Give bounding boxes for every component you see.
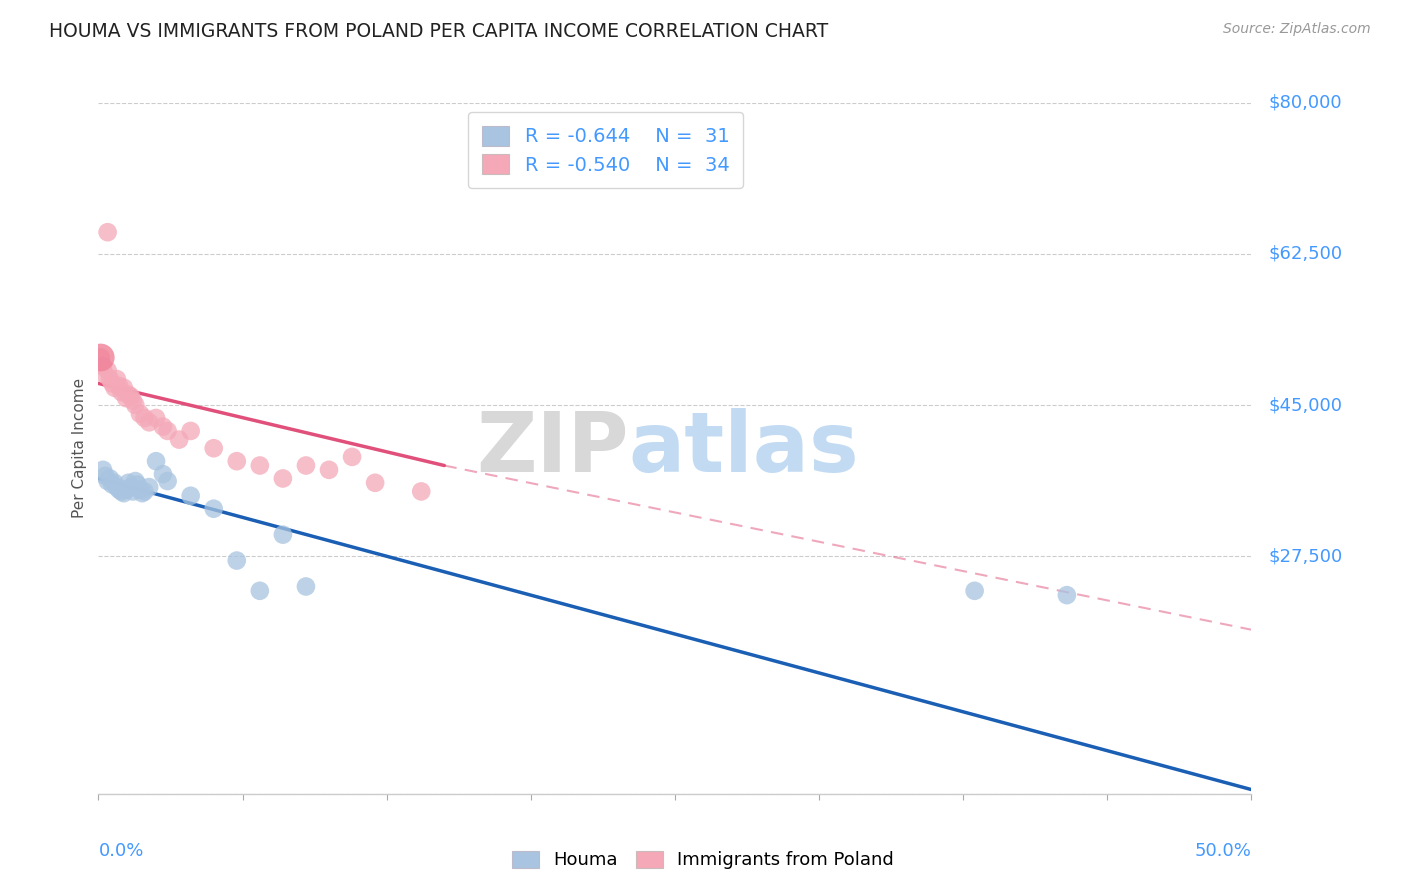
Point <box>108 483 131 497</box>
Point <box>101 477 124 491</box>
Text: HOUMA VS IMMIGRANTS FROM POLAND PER CAPITA INCOME CORRELATION CHART: HOUMA VS IMMIGRANTS FROM POLAND PER CAPI… <box>49 22 828 41</box>
Point <box>117 475 139 490</box>
Point <box>340 450 363 464</box>
Point <box>271 527 294 541</box>
Point <box>180 489 202 503</box>
Point <box>103 475 125 490</box>
Point <box>124 474 146 488</box>
Point <box>411 484 433 499</box>
Text: $62,500: $62,500 <box>1268 244 1343 263</box>
Point <box>105 372 128 386</box>
Point <box>152 419 174 434</box>
Point <box>110 484 132 499</box>
Point <box>129 407 152 421</box>
Point <box>271 471 294 485</box>
Point <box>295 458 318 473</box>
Point <box>122 393 145 408</box>
Legend: R = -0.644    N =  31, R = -0.540    N =  34: R = -0.644 N = 31, R = -0.540 N = 34 <box>468 112 744 188</box>
Point <box>108 379 131 393</box>
Point <box>127 477 149 491</box>
Point <box>90 351 112 365</box>
Point <box>98 372 121 386</box>
Point <box>117 387 139 401</box>
Text: $45,000: $45,000 <box>1268 396 1341 414</box>
Point <box>91 359 114 373</box>
Point <box>318 463 340 477</box>
Point <box>94 368 117 382</box>
Point <box>963 583 986 598</box>
Point <box>90 351 112 365</box>
Point <box>97 474 120 488</box>
Y-axis label: Per Capita Income: Per Capita Income <box>72 378 87 518</box>
Point <box>249 583 271 598</box>
Point <box>112 381 135 395</box>
Point <box>225 553 247 567</box>
Point <box>120 389 142 403</box>
Point <box>101 376 124 391</box>
Point <box>112 486 135 500</box>
Point <box>138 415 160 429</box>
Point <box>180 424 202 438</box>
Point <box>145 454 167 468</box>
Point <box>129 483 152 497</box>
Point <box>145 411 167 425</box>
Point <box>131 486 153 500</box>
Point <box>152 467 174 482</box>
Point <box>98 471 121 485</box>
Point <box>91 463 114 477</box>
Text: ZIP: ZIP <box>477 408 628 489</box>
Point <box>94 469 117 483</box>
Point <box>97 225 120 239</box>
Text: $80,000: $80,000 <box>1268 94 1341 112</box>
Point <box>134 484 156 499</box>
Point <box>202 442 225 455</box>
Text: $27,500: $27,500 <box>1268 548 1343 566</box>
Text: 0.0%: 0.0% <box>98 842 143 860</box>
Point <box>110 385 132 400</box>
Point <box>103 381 125 395</box>
Point <box>364 475 387 490</box>
Point <box>156 424 179 438</box>
Point <box>122 484 145 499</box>
Point <box>134 411 156 425</box>
Point <box>115 391 138 405</box>
Point <box>202 501 225 516</box>
Point <box>115 483 138 497</box>
Point <box>124 398 146 412</box>
Point <box>138 480 160 494</box>
Text: atlas: atlas <box>628 408 859 489</box>
Point <box>120 480 142 494</box>
Point <box>105 480 128 494</box>
Point <box>167 433 190 447</box>
Point <box>1056 588 1078 602</box>
Point <box>97 363 120 377</box>
Text: Source: ZipAtlas.com: Source: ZipAtlas.com <box>1223 22 1371 37</box>
Point <box>295 580 318 594</box>
Point <box>225 454 247 468</box>
Point <box>156 474 179 488</box>
Legend: Houma, Immigrants from Poland: Houma, Immigrants from Poland <box>503 842 903 879</box>
Text: 50.0%: 50.0% <box>1195 842 1251 860</box>
Point <box>249 458 271 473</box>
